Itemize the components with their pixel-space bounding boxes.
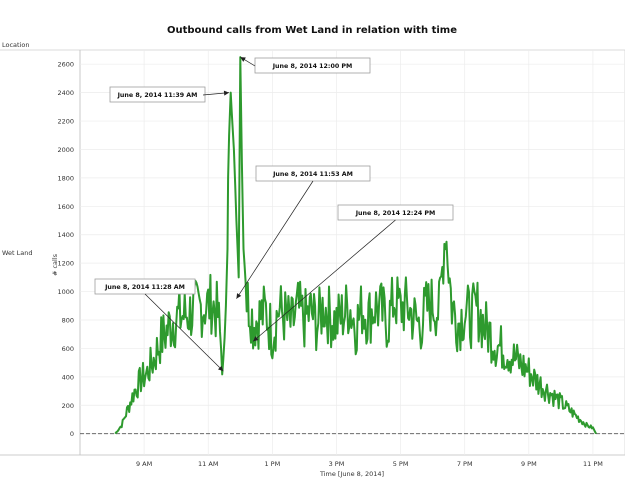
chart-title: Outbound calls from Wet Land in relation… — [167, 25, 457, 36]
x-tick-label: 3 PM — [329, 460, 345, 468]
x-tick-label: 1 PM — [264, 460, 280, 468]
annotation-callout: June 8, 2014 11:39 AM — [109, 86, 230, 103]
x-axis-label: Time [June 8, 2014] — [319, 470, 384, 478]
annotation-callout: June 8, 2014 12:24 PM — [252, 204, 454, 342]
y-axis-label: # calls — [51, 253, 59, 276]
x-tick-label: 11 AM — [198, 460, 218, 468]
annotation-arrow — [236, 180, 314, 299]
grid — [80, 50, 625, 455]
row-label: Wet Land — [2, 249, 33, 257]
y-tick-label: 2200 — [57, 118, 74, 126]
y-tick-label: 1600 — [57, 203, 74, 211]
series-line-wet-land — [114, 56, 597, 435]
annotation-arrow — [252, 219, 396, 342]
annotation-box — [254, 57, 371, 74]
annotation-callout: June 8, 2014 11:53 AM — [236, 165, 371, 299]
y-tick-label: 1200 — [57, 260, 74, 268]
annotation-label: June 8, 2014 11:28 AM — [104, 284, 185, 291]
annotations: June 8, 2014 11:28 AM June 8, 2014 11:39 … — [94, 56, 454, 372]
y-tick-label: 600 — [62, 345, 74, 353]
y-tick-label: 200 — [62, 402, 74, 410]
x-axis-ticks: 9 AM 11 AM 1 PM 3 PM 5 PM 7 PM 9 PM 11 PM — [136, 460, 603, 468]
annotation-label: June 8, 2014 12:24 PM — [355, 210, 436, 217]
annotation-callout: June 8, 2014 12:00 PM — [240, 56, 371, 74]
y-tick-label: 400 — [62, 373, 74, 381]
annotation-arrowhead — [253, 336, 259, 342]
x-tick-label: 9 PM — [521, 460, 537, 468]
y-tick-label: 2000 — [57, 146, 74, 154]
y-tick-label: 1000 — [57, 288, 74, 296]
annotation-arrowhead — [236, 293, 242, 299]
annotation-arrowhead — [240, 57, 246, 62]
x-tick-label: 9 AM — [136, 460, 152, 468]
x-tick-label: 11 PM — [583, 460, 603, 468]
y-tick-label: 0 — [70, 430, 74, 438]
y-tick-label: 2600 — [57, 61, 74, 69]
row-header-label: Location — [2, 41, 30, 49]
x-tick-label: 5 PM — [393, 460, 409, 468]
annotation-arrowhead — [217, 365, 224, 372]
y-tick-label: 800 — [62, 317, 74, 325]
annotation-label: June 8, 2014 12:00 PM — [272, 63, 353, 70]
y-axis-ticks: 0 200 400 600 800 1000 1200 1400 1600 1800 2000 220… — [57, 61, 74, 438]
annotation-arrow — [144, 293, 224, 372]
y-tick-label: 1400 — [57, 231, 74, 239]
annotation-label: June 8, 2014 11:53 AM — [272, 171, 353, 178]
annotation-label: June 8, 2014 11:39 AM — [117, 92, 198, 99]
y-tick-label: 2400 — [57, 89, 74, 97]
x-tick-label: 7 PM — [457, 460, 473, 468]
annotation-callout: June 8, 2014 11:28 AM — [94, 278, 224, 372]
annotation-arrowhead — [223, 90, 230, 96]
y-tick-label: 1800 — [57, 174, 74, 182]
